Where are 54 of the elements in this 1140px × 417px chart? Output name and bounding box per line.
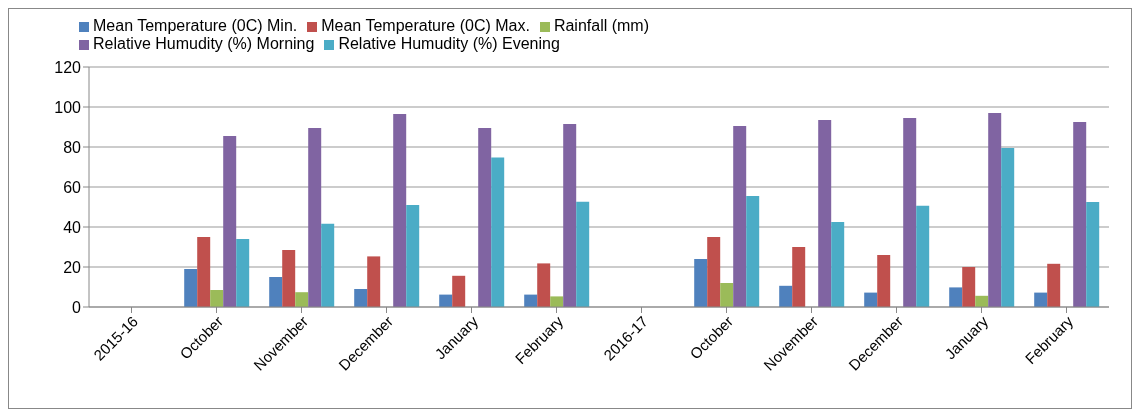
y-tick-label: 0 — [72, 298, 82, 316]
legend-label: Mean Temperature (0C) Max. — [321, 17, 530, 34]
bar — [1086, 202, 1100, 307]
y-tick-label: 60 — [63, 178, 82, 196]
y-tick-label: 40 — [63, 218, 82, 236]
bar — [308, 128, 322, 307]
bar — [295, 292, 309, 307]
bar — [197, 237, 211, 307]
bar — [746, 196, 760, 307]
bar — [550, 296, 564, 307]
bar — [1001, 148, 1015, 307]
y-tick-label: 20 — [63, 258, 82, 276]
legend-label: Rainfall (mm) — [553, 17, 650, 34]
bar — [576, 201, 590, 307]
bar — [537, 263, 551, 307]
bar — [321, 223, 335, 307]
bar — [779, 285, 793, 307]
bar — [988, 113, 1002, 307]
bar — [491, 157, 505, 307]
bar — [210, 290, 224, 307]
bar — [877, 255, 891, 307]
bar — [236, 239, 250, 307]
bar — [694, 259, 708, 307]
bar — [962, 267, 976, 307]
bar — [1047, 263, 1061, 307]
bar — [406, 205, 420, 307]
bar — [916, 205, 930, 307]
bar — [864, 292, 878, 307]
bar — [831, 222, 845, 307]
bar — [818, 120, 832, 307]
bar — [949, 287, 963, 307]
bar — [733, 126, 747, 307]
legend-label: Mean Temperature (0C) Min. — [93, 17, 298, 34]
bar — [452, 275, 466, 307]
bar — [184, 269, 198, 307]
y-tick-label: 120 — [54, 58, 82, 76]
bar — [393, 114, 407, 307]
bar — [903, 118, 917, 307]
bar — [720, 283, 734, 307]
bar — [1073, 122, 1087, 307]
legend-label: Relative Humudity (%) Morning — [93, 35, 315, 52]
bar — [223, 136, 237, 307]
bar — [1034, 292, 1048, 307]
y-tick-label: 100 — [54, 98, 82, 116]
legend-label: Relative Humudity (%) Evening — [338, 35, 560, 52]
bar — [707, 237, 721, 307]
bar — [269, 277, 283, 307]
y-tick-label: 80 — [63, 138, 82, 156]
bar — [478, 128, 492, 307]
bar — [367, 256, 381, 307]
bar — [792, 247, 806, 307]
bar — [563, 124, 577, 307]
bar — [354, 289, 368, 307]
bar — [282, 250, 296, 307]
